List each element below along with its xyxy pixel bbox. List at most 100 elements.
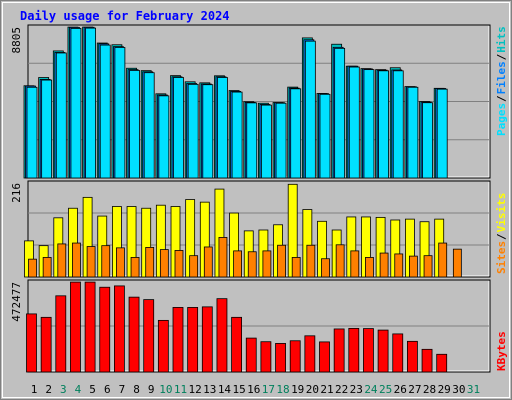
bar-sites-day-26 <box>394 253 404 278</box>
bar-sites-day-30 <box>452 248 462 278</box>
bar-pages-day-17 <box>260 104 272 179</box>
bar-sites-day-10 <box>159 249 169 278</box>
bar-sites-day-25 <box>379 252 389 278</box>
bar-kbytes-day-19 <box>289 340 301 373</box>
x-tick-label-day-9: 9 <box>148 383 155 396</box>
bar-pages-day-9 <box>143 72 155 179</box>
bar-sites-day-16 <box>247 251 257 278</box>
x-tick-label-day-18: 18 <box>276 383 289 396</box>
bar-sites-day-22 <box>335 244 345 278</box>
bar-pages-day-2 <box>41 79 53 179</box>
bar-sites-day-1 <box>28 258 37 278</box>
bar-kbytes-day-15 <box>231 316 243 373</box>
bar-sites-day-21 <box>321 258 330 278</box>
bar-kbytes-day-7 <box>114 285 125 373</box>
bar-kbytes-day-11 <box>172 307 184 373</box>
bar-pages-day-20 <box>304 40 316 179</box>
bar-pages-day-24 <box>363 69 375 179</box>
bar-sites-day-28 <box>423 255 433 278</box>
x-tick-label-day-24: 24 <box>364 383 378 396</box>
bar-pages-day-10 <box>158 95 170 179</box>
bar-pages-day-16 <box>246 102 258 179</box>
bar-pages-day-4 <box>70 28 82 179</box>
bar-sites-day-7 <box>116 247 125 278</box>
bar-kbytes-day-2 <box>40 316 52 373</box>
x-tick-label-day-29: 29 <box>438 383 451 396</box>
bar-sites-day-23 <box>350 250 360 278</box>
bar-sites-day-17 <box>262 250 272 278</box>
legend-sites: Sites <box>495 241 508 274</box>
bar-kbytes-day-28 <box>421 348 433 373</box>
hits-ymax-label: 8805 <box>10 27 23 54</box>
x-tick-label-day-12: 12 <box>189 383 202 396</box>
bar-kbytes-day-16 <box>245 337 257 373</box>
x-tick-label-day-17: 17 <box>262 383 275 396</box>
bar-sites-day-24 <box>365 257 374 278</box>
bar-kbytes-day-24 <box>363 328 374 373</box>
bar-sites-day-14 <box>218 236 228 278</box>
legend-pages: Pages <box>495 103 508 136</box>
bar-kbytes-day-10 <box>157 319 169 373</box>
bar-pages-day-18 <box>275 102 287 179</box>
bar-sites-day-9 <box>145 247 155 278</box>
x-tick-label-day-23: 23 <box>350 383 363 396</box>
bar-sites-day-2 <box>42 257 52 278</box>
x-tick-label-day-7: 7 <box>119 383 126 396</box>
bar-pages-day-1 <box>26 86 38 179</box>
visits-ymax-label: 216 <box>10 183 23 203</box>
bar-kbytes-day-5 <box>84 281 96 373</box>
bar-kbytes-day-12 <box>187 307 199 373</box>
x-tick-label-day-26: 26 <box>394 383 407 396</box>
legend-files: Files <box>495 61 508 94</box>
x-tick-label-day-21: 21 <box>320 383 333 396</box>
bar-pages-day-29 <box>436 88 448 179</box>
bar-pages-day-15 <box>231 91 243 179</box>
bar-kbytes-day-8 <box>128 296 140 373</box>
bar-sites-day-13 <box>203 246 213 278</box>
x-tick-label-day-27: 27 <box>408 383 421 396</box>
legend-separator: / <box>495 95 508 102</box>
x-tick-label-day-13: 13 <box>203 383 216 396</box>
bar-sites-day-8 <box>130 257 140 278</box>
x-tick-label-day-10: 10 <box>159 383 172 396</box>
bar-pages-day-3 <box>55 52 67 179</box>
bar-pages-day-7 <box>114 47 126 179</box>
bar-pages-day-27 <box>407 86 419 179</box>
bar-sites-day-11 <box>174 250 184 278</box>
bar-kbytes-day-26 <box>392 333 404 373</box>
x-tick-label-day-25: 25 <box>379 383 392 396</box>
x-axis-day-labels: 1 2 3 4 5 6 7 8 9 10 11 12 13 14 15 16 17 18 19 20 21 22 23 24 2… <box>31 383 480 396</box>
bar-kbytes-day-14 <box>216 298 228 373</box>
bar-pages-day-28 <box>422 102 433 179</box>
bar-kbytes-day-4 <box>70 281 81 373</box>
x-tick-label-day-1: 1 <box>31 383 38 396</box>
x-tick-label-day-15: 15 <box>232 383 245 396</box>
x-tick-label-day-6: 6 <box>104 383 111 396</box>
bar-pages-day-8 <box>129 70 140 179</box>
x-tick-label-day-5: 5 <box>89 383 96 396</box>
x-tick-label-day-2: 2 <box>45 383 52 396</box>
kbytes-ymax-label: 472477 <box>10 282 23 322</box>
bar-kbytes-day-29 <box>436 353 448 373</box>
x-tick-label-day-22: 22 <box>335 383 348 396</box>
legend-separator: / <box>495 53 508 60</box>
bar-sites-day-4 <box>72 242 81 278</box>
bar-kbytes-day-1 <box>26 313 37 373</box>
bar-sites-day-6 <box>101 245 111 278</box>
bar-kbytes-day-17 <box>260 341 272 373</box>
x-tick-label-day-31: 31 <box>467 383 480 396</box>
bar-pages-day-6 <box>99 44 111 179</box>
bar-sites-day-3 <box>57 243 67 278</box>
bar-pages-day-21 <box>319 93 331 179</box>
bar-pages-day-25 <box>378 70 390 179</box>
bar-sites-day-18 <box>277 244 286 278</box>
bar-kbytes-day-23 <box>348 327 360 373</box>
bar-kbytes-day-18 <box>275 343 286 373</box>
bar-pages-day-14 <box>217 77 228 179</box>
x-tick-label-day-16: 16 <box>247 383 260 396</box>
bar-pages-day-13 <box>202 84 214 179</box>
x-tick-label-day-30: 30 <box>452 383 465 396</box>
bar-kbytes-day-21 <box>319 341 330 373</box>
